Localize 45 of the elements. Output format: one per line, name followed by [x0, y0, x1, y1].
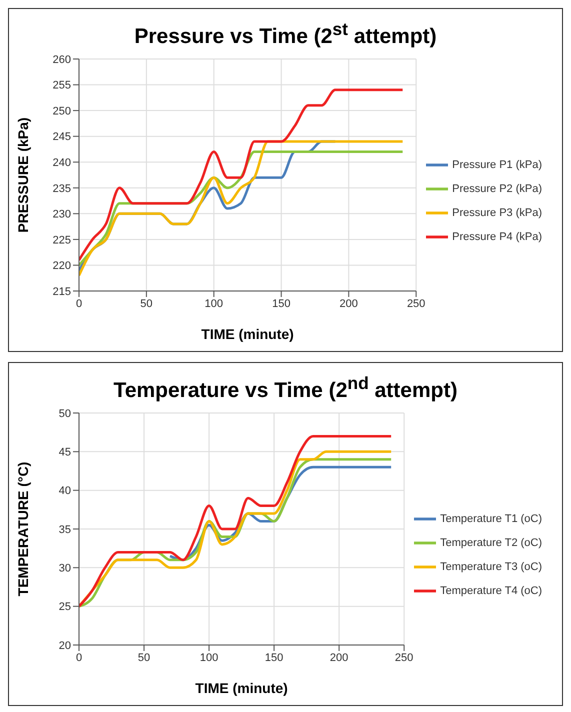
- y-tick-label: 250: [52, 105, 71, 118]
- legend-label: Temperature T2 (oC): [440, 537, 542, 549]
- y-tick-label: 255: [52, 80, 71, 92]
- y-tick-label: 260: [52, 54, 71, 66]
- x-tick-label: 100: [200, 652, 218, 664]
- x-tick-label: 200: [340, 298, 358, 310]
- legend-label: Temperature T4 (oC): [440, 585, 542, 597]
- y-tick-label: 30: [58, 562, 71, 575]
- y-tick-label: 220: [52, 260, 71, 272]
- line-series: [79, 88, 404, 262]
- x-tick-label: 150: [272, 298, 290, 310]
- y-tick-label: 40: [58, 485, 71, 498]
- y-tick-label: 35: [58, 524, 71, 536]
- x-tick-label: 0: [76, 652, 82, 664]
- y-tick-label: 215: [52, 286, 71, 298]
- legend-label: Pressure P3 (kPa): [452, 207, 542, 219]
- legend-label: Pressure P2 (kPa): [452, 183, 542, 195]
- y-tick-label: 45: [58, 446, 71, 459]
- chart-title: Pressure vs Time (2$^{st}$ attempt): [133, 18, 438, 50]
- line-series: [79, 140, 404, 277]
- x-tick-label: 200: [330, 652, 348, 664]
- x-tick-label: 150: [264, 652, 284, 664]
- x-tick-label: 50: [140, 298, 153, 310]
- y-tick-label: 50: [58, 408, 71, 420]
- y-tick-label: 225: [52, 234, 71, 246]
- x-tick-label: 100: [204, 298, 224, 310]
- x-tick-label: 250: [406, 298, 426, 310]
- y-tick-label: 240: [52, 157, 71, 170]
- legend-label: Pressure P4 (kPa): [452, 231, 542, 243]
- x-tick-label: 250: [394, 652, 414, 664]
- x-tick-label: 50: [138, 652, 150, 664]
- y-tick-label: 235: [52, 182, 71, 195]
- y-axis-title: PRESSURE (kPa): [14, 117, 31, 233]
- legend-label: Temperature T3 (oC): [440, 561, 542, 573]
- legend-label: Pressure P1 (kPa): [452, 159, 542, 171]
- y-tick-label: 20: [58, 640, 71, 652]
- y-tick-label: 245: [52, 131, 71, 144]
- x-axis-title: TIME (minute): [195, 680, 288, 696]
- y-tick-label: 230: [52, 208, 71, 221]
- x-axis-title: TIME (minute): [201, 326, 294, 342]
- chart-title: Temperature vs Time (2$^{nd}$ attempt): [112, 372, 458, 404]
- x-tick-label: 0: [76, 298, 82, 310]
- y-tick-label: 25: [58, 601, 71, 614]
- y-axis-title: TEMPERATURE (°C): [14, 462, 31, 596]
- legend-label: Temperature T1 (oC): [440, 513, 542, 525]
